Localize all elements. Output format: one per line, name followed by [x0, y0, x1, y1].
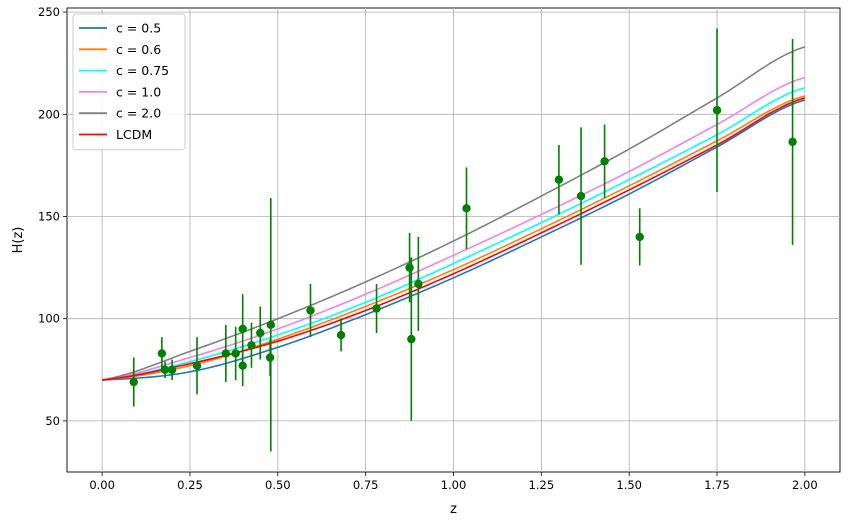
data-point — [372, 283, 381, 334]
data-point — [336, 318, 346, 352]
data-marker — [635, 232, 644, 242]
data-point — [414, 236, 423, 331]
data-point — [129, 357, 138, 407]
data-marker — [167, 365, 177, 374]
legend-entry: c = 0.75 — [79, 63, 169, 78]
data-marker — [231, 349, 240, 358]
series-layer — [101, 46, 806, 381]
y-tick-label: 250 — [38, 5, 60, 19]
data-marker — [462, 204, 471, 213]
legend-label: LCDM — [116, 127, 152, 142]
legend-label: c = 1.0 — [116, 84, 161, 99]
x-tick-label: 0.75 — [353, 478, 379, 492]
series-line — [102, 86, 806, 381]
data-marker — [192, 361, 202, 370]
data-marker — [576, 191, 586, 201]
data-point — [192, 337, 202, 395]
data-points-layer — [129, 28, 797, 452]
data-point — [306, 283, 315, 338]
data-marker — [554, 175, 564, 184]
data-marker — [266, 320, 275, 330]
data-marker — [712, 106, 722, 115]
x-tick-label: 2.00 — [792, 478, 818, 492]
series-line — [102, 76, 806, 381]
data-marker — [372, 304, 381, 313]
legend-label: c = 2.0 — [116, 106, 161, 121]
data-point — [576, 127, 586, 265]
data-point — [266, 198, 275, 452]
legend-entry: c = 2.0 — [79, 106, 161, 121]
series-line — [102, 95, 806, 381]
data-marker — [306, 306, 315, 315]
data-point — [554, 144, 564, 215]
data-marker — [157, 349, 167, 358]
data-marker — [221, 349, 231, 358]
data-marker — [247, 341, 256, 350]
data-point — [157, 337, 167, 370]
data-point — [221, 324, 231, 383]
data-point — [462, 167, 471, 250]
data-point — [600, 124, 609, 199]
data-point — [407, 257, 416, 421]
x-tick-label: 0.50 — [265, 478, 291, 492]
y-tick-label: 50 — [45, 414, 60, 428]
legend-entry: LCDM — [79, 127, 152, 142]
x-axis-label: z — [450, 502, 457, 517]
series-line — [102, 97, 806, 381]
data-marker — [238, 361, 247, 370]
data-point — [160, 361, 170, 378]
x-tick-label: 0.00 — [89, 478, 115, 492]
legend-label: c = 0.5 — [116, 21, 161, 36]
data-point — [712, 28, 722, 192]
legend-label: c = 0.6 — [116, 42, 161, 57]
data-point — [256, 306, 265, 360]
data-marker — [160, 365, 170, 374]
data-marker — [238, 324, 247, 334]
legend-entry: c = 0.6 — [79, 42, 161, 57]
y-axis-label: H(z) — [11, 227, 26, 254]
y-tick-label: 100 — [38, 312, 60, 326]
data-marker — [414, 279, 423, 289]
grid-layer — [67, 8, 840, 472]
x-tick-label: 0.25 — [177, 478, 203, 492]
data-point — [167, 359, 177, 381]
legend-entry: c = 1.0 — [79, 84, 161, 99]
legend-entry: c = 0.5 — [79, 21, 161, 36]
series-line — [101, 46, 806, 381]
x-tick-label: 1.25 — [529, 478, 555, 492]
x-tick-label: 1.00 — [441, 478, 467, 492]
data-marker — [600, 157, 609, 166]
data-point — [788, 38, 797, 245]
x-tick-label: 1.50 — [616, 478, 642, 492]
data-point — [238, 345, 247, 387]
data-marker — [336, 330, 346, 340]
legend-label: c = 0.75 — [116, 63, 169, 78]
data-marker — [129, 377, 138, 387]
data-marker — [407, 334, 416, 344]
data-point — [247, 322, 256, 368]
legend: c = 0.5 c = 0.6 c = 0.75 c = 1.0 c = 2.0 LCDM — [72, 13, 186, 151]
y-tick-label: 200 — [38, 107, 60, 121]
axis-layer: 0.00 0.25 0.50 0.75 1.00 1.25 1.50 1.75 2.00 50 10… — [38, 5, 818, 492]
data-marker — [256, 328, 265, 338]
series-line — [102, 99, 806, 381]
legend-box — [72, 13, 186, 151]
data-point — [231, 326, 240, 381]
y-tick-label: 150 — [38, 209, 60, 223]
data-marker — [788, 137, 797, 147]
data-point — [635, 208, 644, 266]
x-tick-label: 1.75 — [704, 478, 730, 492]
data-marker — [405, 263, 414, 272]
